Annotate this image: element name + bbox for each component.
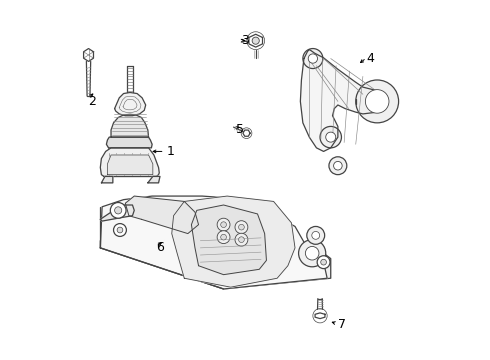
Circle shape <box>366 90 389 113</box>
Circle shape <box>110 203 126 218</box>
Circle shape <box>308 54 318 63</box>
Circle shape <box>305 247 319 260</box>
Circle shape <box>235 221 248 234</box>
Circle shape <box>114 224 126 237</box>
Circle shape <box>115 207 122 214</box>
Circle shape <box>312 231 319 239</box>
Circle shape <box>320 126 342 148</box>
Circle shape <box>220 234 226 240</box>
Polygon shape <box>115 93 146 116</box>
Polygon shape <box>172 196 295 287</box>
Polygon shape <box>243 130 250 136</box>
Circle shape <box>217 218 230 231</box>
Circle shape <box>356 80 398 123</box>
Polygon shape <box>315 313 325 319</box>
Circle shape <box>307 226 325 244</box>
Text: 3: 3 <box>242 34 249 47</box>
Text: 7: 7 <box>338 318 346 331</box>
Polygon shape <box>125 196 198 234</box>
Circle shape <box>239 237 245 243</box>
Polygon shape <box>84 49 94 62</box>
Polygon shape <box>100 241 331 289</box>
Circle shape <box>326 132 336 142</box>
Circle shape <box>217 231 230 244</box>
Polygon shape <box>300 50 377 152</box>
Text: 2: 2 <box>88 95 96 108</box>
Circle shape <box>303 49 323 68</box>
Polygon shape <box>148 176 160 183</box>
Circle shape <box>252 37 259 44</box>
Polygon shape <box>100 196 327 289</box>
Polygon shape <box>107 155 153 175</box>
Text: 5: 5 <box>236 123 244 136</box>
Polygon shape <box>106 137 152 148</box>
Text: 1: 1 <box>167 145 174 158</box>
Circle shape <box>321 259 326 265</box>
Circle shape <box>317 256 330 269</box>
Polygon shape <box>111 114 148 137</box>
Circle shape <box>334 161 342 170</box>
Circle shape <box>298 240 326 267</box>
Circle shape <box>220 222 226 228</box>
Text: 6: 6 <box>156 241 164 255</box>
Circle shape <box>235 233 248 246</box>
Polygon shape <box>249 34 263 47</box>
Circle shape <box>329 157 347 175</box>
Circle shape <box>239 224 245 230</box>
Polygon shape <box>192 205 267 275</box>
Polygon shape <box>100 205 134 221</box>
Circle shape <box>117 227 123 233</box>
Text: 4: 4 <box>367 52 374 65</box>
Polygon shape <box>101 176 113 183</box>
Polygon shape <box>100 148 159 176</box>
